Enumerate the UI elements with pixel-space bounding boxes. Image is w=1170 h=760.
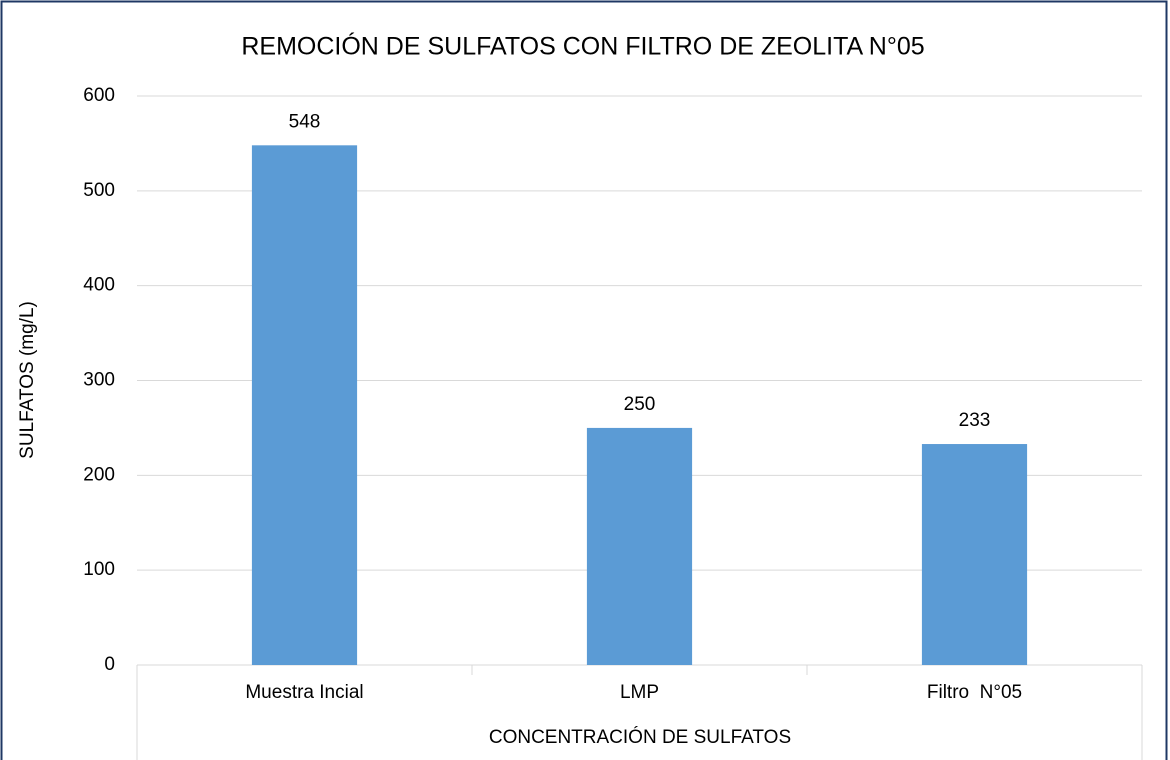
y-tick-label: 100 xyxy=(83,559,115,580)
bar xyxy=(251,145,358,665)
data-label: 233 xyxy=(959,410,991,431)
chart-title: REMOCIÓN DE SULFATOS CON FILTRO DE ZEOLI… xyxy=(241,32,924,61)
y-tick-label: 500 xyxy=(83,180,115,201)
y-tick-label: 200 xyxy=(83,464,115,485)
data-label: 548 xyxy=(289,111,321,132)
y-tick-label: 300 xyxy=(83,370,115,391)
y-tick-label: 0 xyxy=(104,654,115,675)
x-tick-label: Muestra Incial xyxy=(245,682,363,703)
bar xyxy=(586,427,693,665)
y-tick-label: 400 xyxy=(83,275,115,296)
y-axis-title: SULFATOS (mg/L) xyxy=(17,301,38,459)
y-tick-label: 600 xyxy=(83,85,115,106)
x-axis-title: CONCENTRACIÓN DE SULFATOS xyxy=(489,726,791,748)
bar xyxy=(921,444,1028,665)
data-label: 250 xyxy=(624,394,656,415)
x-tick-label: Filtro N°05 xyxy=(927,682,1022,703)
x-tick-label: LMP xyxy=(620,682,659,703)
